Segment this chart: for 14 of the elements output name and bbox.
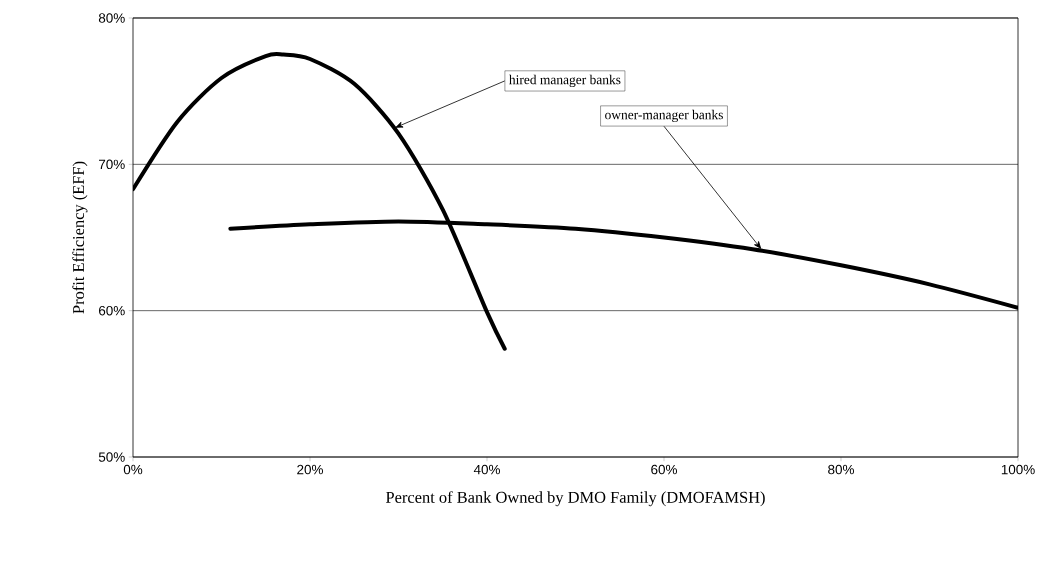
- y-axis-title: Profit Efficiency (EFF): [72, 161, 88, 314]
- y-tick-label: 70%: [99, 159, 125, 170]
- x-tick-label: 80%: [828, 464, 854, 475]
- annotation: hired manager banks: [509, 74, 621, 88]
- y-tick-label: 60%: [99, 305, 125, 316]
- x-tick-label: 40%: [473, 464, 500, 475]
- x-tick-label: 100%: [1001, 464, 1035, 475]
- y-tick-label: 50%: [98, 452, 125, 462]
- x-tick-label: 60%: [651, 464, 677, 475]
- x-axis-title: Percent of Bank Owned by DMO Family (DMOFAMSH): [385, 491, 765, 507]
- y-tick-label: 80%: [98, 13, 125, 23]
- x-tick-label: 0%: [123, 464, 143, 475]
- x-tick-label: 20%: [297, 464, 323, 475]
- annotation: owner-manager banks: [605, 109, 723, 123]
